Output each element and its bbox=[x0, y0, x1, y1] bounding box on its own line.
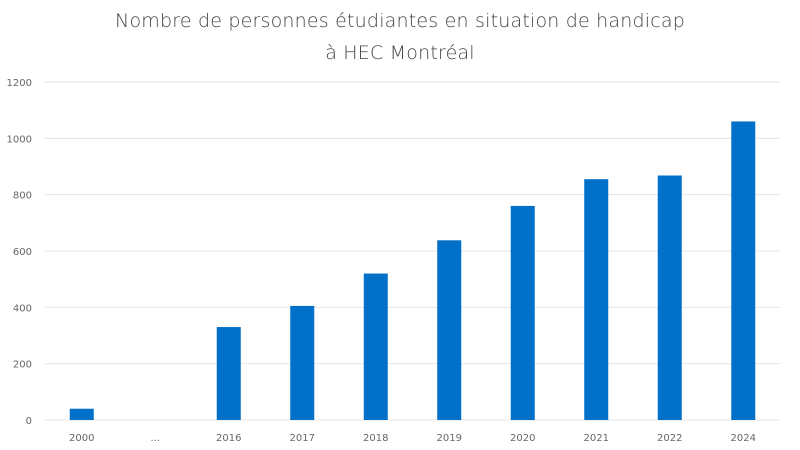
x-tick-label-2017: 2017 bbox=[290, 433, 315, 444]
x-tick-label-2018: 2018 bbox=[363, 433, 388, 444]
x-tick-label-2020: 2020 bbox=[510, 433, 535, 444]
x-tick-label-ellipsis: ... bbox=[150, 433, 160, 444]
x-tick-label-2024: 2024 bbox=[731, 433, 756, 444]
gridlines bbox=[45, 81, 780, 421]
x-tick-label-2019: 2019 bbox=[437, 433, 462, 444]
bar-2019 bbox=[437, 240, 462, 420]
x-tick-label-2000: 2000 bbox=[69, 433, 94, 444]
y-tick-label-400: 400 bbox=[13, 303, 32, 314]
bar-2017 bbox=[290, 305, 315, 420]
chart-title-line-2: à HEC Montréal bbox=[325, 42, 475, 64]
y-tick-label-1200: 1200 bbox=[7, 78, 32, 89]
bars bbox=[69, 121, 756, 420]
x-tick-label-2022: 2022 bbox=[657, 433, 682, 444]
chart-title-line-1: Nombre de personnes étudiantes en situat… bbox=[115, 10, 685, 32]
y-tick-label-600: 600 bbox=[13, 247, 32, 258]
y-tick-label-0: 0 bbox=[26, 416, 32, 427]
bar-2022 bbox=[657, 175, 682, 420]
x-tick-label-2021: 2021 bbox=[584, 433, 609, 444]
y-tick-label-800: 800 bbox=[13, 191, 32, 202]
y-axis-ticks: 0 200 400 600 800 1000 1200 bbox=[7, 78, 32, 427]
x-tick-label-2016: 2016 bbox=[216, 433, 241, 444]
bar-2016 bbox=[216, 327, 241, 420]
bar-2024 bbox=[731, 121, 756, 420]
bar-2000 bbox=[69, 408, 94, 420]
y-tick-label-1000: 1000 bbox=[7, 134, 32, 145]
bar-2018 bbox=[363, 273, 388, 420]
x-axis-ticks: 2000... 2016 2017 2018 2019 2020 2021 2022 2024 bbox=[69, 433, 756, 444]
bar-2020 bbox=[510, 205, 535, 420]
bar-2021 bbox=[584, 179, 609, 420]
y-tick-label-200: 200 bbox=[13, 360, 32, 371]
